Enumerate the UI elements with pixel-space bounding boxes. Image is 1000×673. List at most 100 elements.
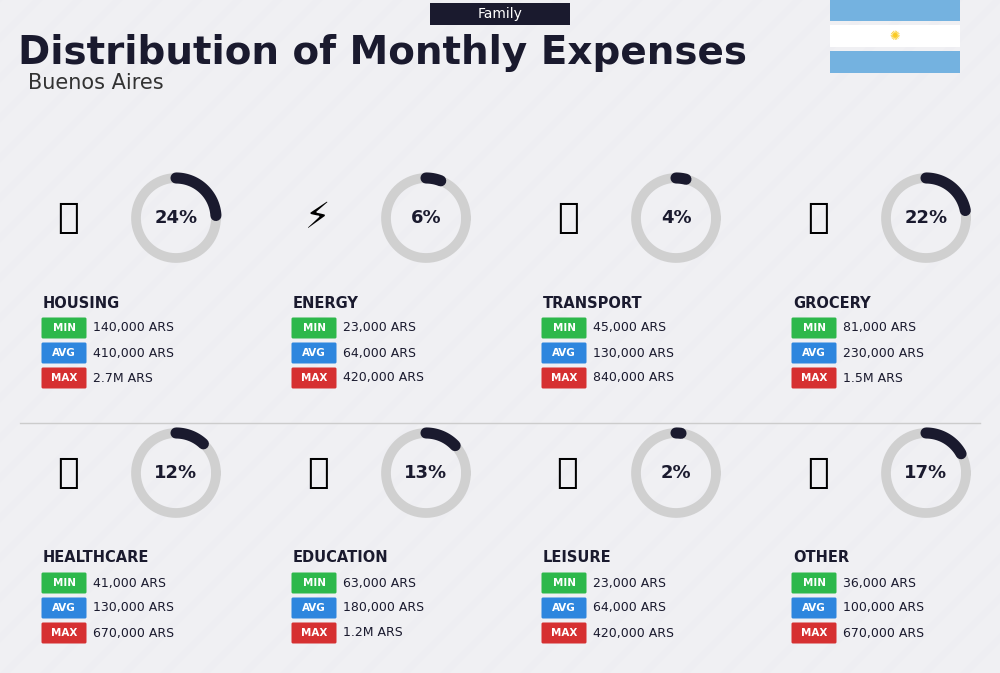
Text: MAX: MAX: [801, 628, 827, 638]
FancyBboxPatch shape: [542, 343, 586, 363]
Text: 130,000 ARS: 130,000 ARS: [593, 347, 674, 359]
Polygon shape: [760, 0, 1000, 673]
Polygon shape: [40, 0, 763, 673]
Text: 🏥: 🏥: [57, 456, 79, 490]
Text: Family: Family: [478, 7, 522, 21]
Polygon shape: [0, 0, 403, 673]
Polygon shape: [80, 0, 803, 673]
Polygon shape: [200, 0, 923, 673]
FancyBboxPatch shape: [42, 598, 87, 618]
Polygon shape: [320, 0, 1000, 673]
Polygon shape: [920, 0, 1000, 673]
FancyBboxPatch shape: [792, 623, 836, 643]
Polygon shape: [0, 0, 203, 673]
Text: 12%: 12%: [154, 464, 198, 482]
FancyBboxPatch shape: [542, 367, 586, 388]
Text: Buenos Aires: Buenos Aires: [28, 73, 164, 93]
Text: 840,000 ARS: 840,000 ARS: [593, 371, 674, 384]
FancyBboxPatch shape: [542, 598, 586, 618]
Text: 2.7M ARS: 2.7M ARS: [93, 371, 153, 384]
Text: MIN: MIN: [552, 578, 576, 588]
FancyBboxPatch shape: [830, 51, 960, 73]
Text: AVG: AVG: [552, 348, 576, 358]
Text: 6%: 6%: [411, 209, 441, 227]
FancyBboxPatch shape: [792, 573, 836, 594]
Polygon shape: [0, 0, 3, 673]
Text: ✺: ✺: [890, 30, 900, 42]
FancyBboxPatch shape: [292, 318, 336, 339]
Text: OTHER: OTHER: [793, 551, 849, 565]
Text: Distribution of Monthly Expenses: Distribution of Monthly Expenses: [18, 34, 747, 72]
Text: 1.5M ARS: 1.5M ARS: [843, 371, 903, 384]
Polygon shape: [0, 0, 523, 673]
Text: AVG: AVG: [52, 348, 76, 358]
Text: 🎓: 🎓: [307, 456, 329, 490]
Polygon shape: [0, 0, 323, 673]
Text: 17%: 17%: [904, 464, 948, 482]
Polygon shape: [0, 0, 283, 673]
Text: MIN: MIN: [802, 323, 826, 333]
Text: 670,000 ARS: 670,000 ARS: [843, 627, 924, 639]
Text: 💰: 💰: [807, 456, 829, 490]
Text: GROCERY: GROCERY: [793, 295, 871, 310]
Polygon shape: [440, 0, 1000, 673]
Text: AVG: AVG: [302, 348, 326, 358]
Text: 420,000 ARS: 420,000 ARS: [343, 371, 424, 384]
FancyBboxPatch shape: [42, 343, 87, 363]
Polygon shape: [0, 0, 123, 673]
FancyBboxPatch shape: [792, 598, 836, 618]
FancyBboxPatch shape: [42, 623, 87, 643]
Polygon shape: [0, 0, 363, 673]
Text: MIN: MIN: [52, 323, 76, 333]
Polygon shape: [240, 0, 963, 673]
Polygon shape: [280, 0, 1000, 673]
Text: MAX: MAX: [51, 373, 77, 383]
Text: AVG: AVG: [52, 603, 76, 613]
Text: ENERGY: ENERGY: [293, 295, 359, 310]
Polygon shape: [600, 0, 1000, 673]
Polygon shape: [0, 0, 83, 673]
Text: 180,000 ARS: 180,000 ARS: [343, 602, 424, 614]
FancyBboxPatch shape: [542, 318, 586, 339]
Text: MIN: MIN: [552, 323, 576, 333]
Text: 23,000 ARS: 23,000 ARS: [343, 322, 416, 334]
Polygon shape: [0, 0, 43, 673]
Polygon shape: [0, 0, 683, 673]
Polygon shape: [360, 0, 1000, 673]
Text: 130,000 ARS: 130,000 ARS: [93, 602, 174, 614]
Text: 41,000 ARS: 41,000 ARS: [93, 577, 166, 590]
Text: 🚌: 🚌: [557, 201, 579, 235]
Polygon shape: [160, 0, 883, 673]
Text: 13%: 13%: [404, 464, 448, 482]
Polygon shape: [0, 0, 723, 673]
Text: 64,000 ARS: 64,000 ARS: [593, 602, 666, 614]
Text: 1.2M ARS: 1.2M ARS: [343, 627, 403, 639]
Text: EDUCATION: EDUCATION: [293, 551, 389, 565]
Text: 23,000 ARS: 23,000 ARS: [593, 577, 666, 590]
Text: 🛒: 🛒: [807, 201, 829, 235]
FancyBboxPatch shape: [792, 367, 836, 388]
Text: AVG: AVG: [802, 348, 826, 358]
Text: 36,000 ARS: 36,000 ARS: [843, 577, 916, 590]
Polygon shape: [120, 0, 843, 673]
Text: 420,000 ARS: 420,000 ARS: [593, 627, 674, 639]
FancyBboxPatch shape: [292, 573, 336, 594]
Polygon shape: [840, 0, 1000, 673]
Text: HOUSING: HOUSING: [43, 295, 120, 310]
Text: MAX: MAX: [301, 628, 327, 638]
Polygon shape: [520, 0, 1000, 673]
Text: 670,000 ARS: 670,000 ARS: [93, 627, 174, 639]
FancyBboxPatch shape: [542, 623, 586, 643]
Polygon shape: [480, 0, 1000, 673]
Text: MIN: MIN: [302, 578, 326, 588]
FancyBboxPatch shape: [792, 343, 836, 363]
FancyBboxPatch shape: [830, 0, 960, 21]
Polygon shape: [880, 0, 1000, 673]
Text: 64,000 ARS: 64,000 ARS: [343, 347, 416, 359]
Text: AVG: AVG: [302, 603, 326, 613]
FancyBboxPatch shape: [292, 343, 336, 363]
Text: AVG: AVG: [802, 603, 826, 613]
Text: 22%: 22%: [904, 209, 948, 227]
Text: 100,000 ARS: 100,000 ARS: [843, 602, 924, 614]
Polygon shape: [0, 0, 643, 673]
